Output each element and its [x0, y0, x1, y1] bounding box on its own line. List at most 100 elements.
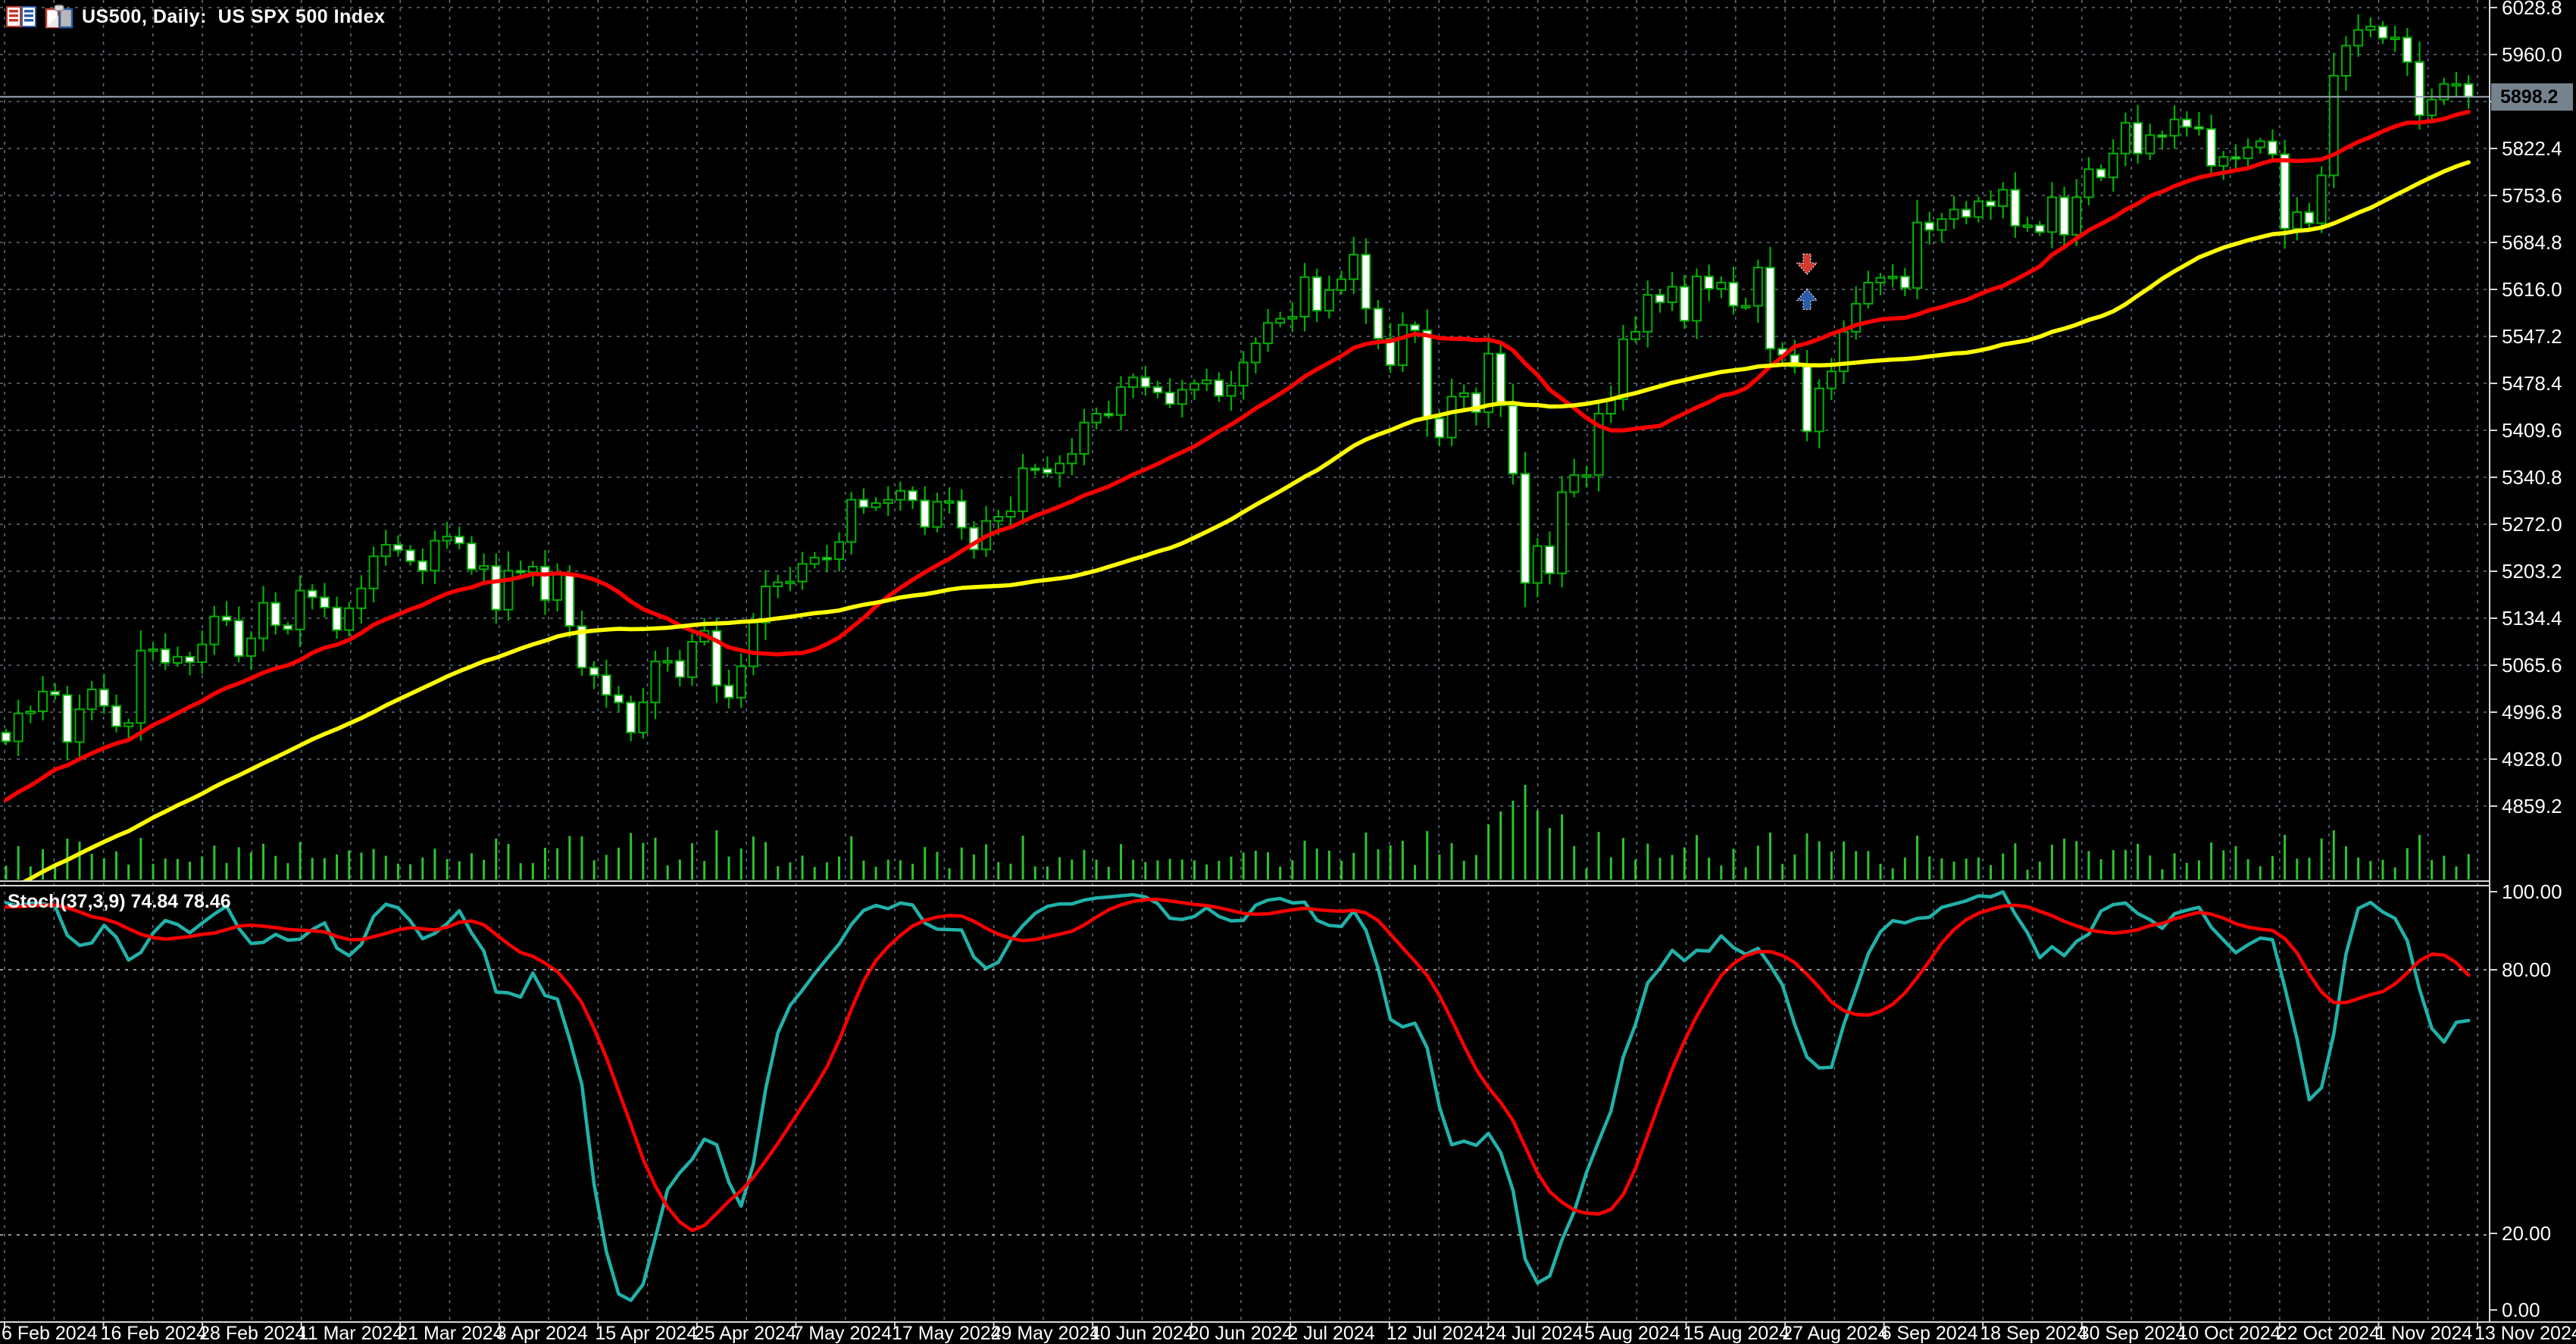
bear-candle: [1165, 392, 1175, 405]
bear-candle: [1422, 330, 1433, 420]
bull-candle: [1630, 330, 1641, 340]
bear-candle: [111, 705, 122, 727]
bear-candle: [1508, 405, 1518, 475]
bear-candle: [1152, 386, 1163, 394]
bull-candle: [552, 573, 563, 602]
bear-candle: [307, 589, 317, 599]
bear-candle: [160, 648, 170, 664]
bull-candle: [479, 564, 489, 570]
bull-candle: [2292, 211, 2302, 230]
bull-candle: [1949, 208, 1959, 220]
bull-candle: [2169, 118, 2180, 137]
bull-candle: [809, 557, 820, 565]
bear-candle: [233, 620, 244, 657]
chart-title: US500, Daily: US SPX 500 Index: [82, 5, 386, 27]
bull-candle: [1299, 276, 1310, 318]
bull-candle: [38, 690, 48, 712]
price-tick-label: 5616.0: [2502, 278, 2562, 301]
bear-candle: [2034, 224, 2045, 233]
date-label: 3 Apr 2024: [496, 1323, 588, 1344]
bear-candle: [98, 689, 109, 707]
bull-candle: [895, 489, 905, 501]
bull-candle: [1250, 342, 1261, 364]
date-label: 6 Sep 2024: [1881, 1323, 1978, 1344]
bull-candle: [797, 563, 808, 583]
bear-candle: [1, 731, 11, 742]
bull-candle: [245, 637, 256, 657]
bull-candle: [2365, 26, 2376, 31]
bull-candle: [932, 501, 943, 528]
bull-candle: [356, 587, 367, 609]
bull-candle: [2340, 45, 2351, 77]
bull-candle: [368, 555, 379, 589]
date-label: 7 May 2024: [792, 1323, 892, 1344]
bear-candle: [821, 557, 832, 561]
bear-candle: [1924, 221, 1935, 231]
bull-candle: [1091, 413, 1102, 424]
bear-candle: [2206, 128, 2217, 167]
bear-candle: [1103, 413, 1114, 417]
bull-candle: [1667, 286, 1677, 304]
bull-candle: [25, 710, 36, 714]
bull-candle: [1446, 395, 1457, 439]
bull-candle: [1973, 200, 1984, 218]
date-label: 10 Oct 2024: [2177, 1323, 2281, 1344]
date-label: 11 Mar 2024: [299, 1323, 404, 1344]
bull-candle: [1189, 383, 1199, 391]
stochastic-signal-line: [4, 897, 2471, 1233]
stoch-level-label: 0.00: [2502, 1299, 2540, 1321]
stoch-level-label: 20.00: [2502, 1222, 2551, 1245]
bull-candle: [1851, 302, 1862, 333]
bull-candle: [883, 499, 893, 505]
bull-candle: [527, 565, 538, 574]
bear-candle: [417, 560, 428, 572]
bull-candle: [2145, 134, 2156, 155]
bull-candle: [148, 648, 158, 652]
bear-candle: [1434, 417, 1445, 439]
bull-candle: [2316, 174, 2327, 224]
bull-candle: [13, 712, 23, 742]
date-label: 16 Feb 2024: [101, 1323, 207, 1344]
bear-candle: [539, 565, 550, 602]
current-price-tag: 5898.2: [2491, 83, 2573, 111]
date-label: 2 Jul 2024: [1287, 1323, 1374, 1344]
bull-candle: [1691, 275, 1702, 322]
bull-candle: [1055, 462, 1065, 474]
price-tick-label: 5340.8: [2502, 466, 2562, 489]
bear-candle: [2181, 118, 2192, 128]
bear-candle: [1961, 208, 1971, 218]
bull-candle: [1324, 289, 1334, 311]
bear-candle: [2133, 122, 2143, 155]
bear-candle: [332, 606, 342, 631]
bear-candle: [1361, 254, 1371, 310]
bear-candle: [858, 499, 869, 508]
bear-candle: [283, 624, 293, 630]
bull-candle: [74, 708, 85, 743]
bull-candle: [736, 665, 746, 699]
bear-candle: [1544, 545, 1555, 574]
bull-candle: [1912, 221, 1923, 289]
bear-candle: [2463, 83, 2474, 98]
bull-candle: [1740, 305, 1751, 309]
bear-candle: [1728, 281, 1739, 307]
stochastic-main-value: 74.84: [130, 891, 179, 912]
bear-candle: [1214, 379, 1224, 397]
date-label: 24 Jul 2024: [1485, 1323, 1583, 1344]
bear-candle: [920, 499, 930, 528]
bull-candle: [1458, 392, 1469, 398]
bear-candle: [614, 694, 624, 704]
bear-candle: [1385, 337, 1396, 367]
bear-candle: [1140, 377, 1151, 388]
bear-candle: [1410, 323, 1421, 332]
bull-candle: [638, 702, 649, 733]
date-label: 12 Jul 2024: [1386, 1323, 1484, 1344]
bull-candle: [1998, 189, 2009, 208]
bear-candle: [908, 489, 918, 502]
bear-candle: [577, 625, 587, 669]
bull-candle: [1863, 281, 1874, 305]
price-tick-label: 5272.0: [2502, 513, 2562, 536]
bear-candle: [466, 542, 477, 570]
date-label: 13 Nov 2024: [2474, 1323, 2576, 1344]
date-label: 22 Oct 2024: [2277, 1323, 2380, 1344]
